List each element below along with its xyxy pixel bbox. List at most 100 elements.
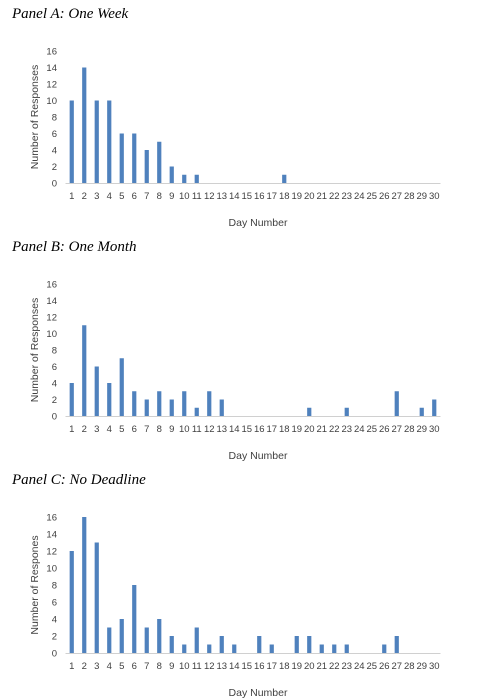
y-tick-label: 10 bbox=[46, 329, 57, 340]
x-tick-label: 8 bbox=[157, 191, 162, 202]
bar-day-12 bbox=[207, 391, 212, 416]
x-tick-label: 9 bbox=[169, 424, 174, 435]
x-tick-label: 1 bbox=[69, 191, 74, 202]
x-tick-label: 19 bbox=[291, 191, 302, 202]
x-tick-label: 11 bbox=[192, 191, 202, 202]
bar-day-8 bbox=[157, 141, 162, 183]
y-tick-label: 6 bbox=[52, 598, 57, 609]
panel-b-title: Panel B: One Month bbox=[12, 239, 137, 255]
x-tick-label: 23 bbox=[341, 661, 352, 672]
x-axis-label: Day Number bbox=[229, 217, 288, 229]
x-axis-label: Day Number bbox=[229, 687, 288, 699]
y-tick-label: 16 bbox=[46, 513, 57, 524]
x-tick-label: 26 bbox=[379, 191, 390, 202]
y-tick-label: 2 bbox=[52, 162, 57, 173]
x-tick-label: 29 bbox=[416, 424, 427, 435]
x-tick-label: 5 bbox=[119, 661, 124, 672]
y-tick-label: 8 bbox=[52, 346, 57, 357]
x-tick-label: 1 bbox=[69, 661, 74, 672]
x-tick-label: 7 bbox=[144, 661, 149, 672]
x-tick-label: 2 bbox=[82, 191, 87, 202]
bar-day-5 bbox=[119, 358, 124, 416]
y-tick-label: 2 bbox=[52, 395, 57, 406]
bar-day-6 bbox=[132, 585, 137, 653]
bar-day-4 bbox=[107, 100, 112, 183]
bar-day-18 bbox=[282, 174, 287, 183]
x-tick-label: 20 bbox=[304, 661, 315, 672]
bar-day-7 bbox=[144, 150, 149, 183]
x-tick-label: 6 bbox=[132, 424, 137, 435]
x-tick-label: 8 bbox=[157, 661, 162, 672]
y-tick-label: 8 bbox=[52, 113, 57, 124]
x-tick-label: 20 bbox=[304, 424, 315, 435]
x-tick-label: 26 bbox=[379, 424, 390, 435]
y-tick-label: 14 bbox=[46, 530, 57, 541]
x-tick-label: 13 bbox=[216, 424, 227, 435]
x-tick-label: 5 bbox=[119, 424, 124, 435]
bar-day-1 bbox=[69, 551, 74, 653]
x-tick-label: 3 bbox=[94, 661, 99, 672]
x-tick-label: 14 bbox=[229, 424, 240, 435]
bar-day-27 bbox=[394, 391, 399, 416]
x-tick-label: 4 bbox=[107, 661, 112, 672]
y-tick-label: 16 bbox=[46, 280, 57, 291]
x-tick-label: 16 bbox=[254, 424, 265, 435]
x-tick-label: 30 bbox=[429, 191, 440, 202]
bar-day-7 bbox=[144, 627, 149, 653]
bar-day-23 bbox=[344, 644, 349, 653]
bar-day-20 bbox=[307, 636, 312, 653]
bar-day-20 bbox=[307, 407, 312, 416]
x-tick-label: 28 bbox=[404, 191, 415, 202]
x-tick-label: 4 bbox=[107, 424, 112, 435]
y-tick-label: 12 bbox=[46, 80, 57, 91]
y-axis-label: Number of Responses bbox=[29, 298, 41, 402]
x-tick-label: 15 bbox=[241, 661, 252, 672]
x-tick-label: 27 bbox=[391, 661, 402, 672]
bar-day-8 bbox=[157, 619, 162, 653]
x-tick-label: 2 bbox=[82, 424, 87, 435]
x-tick-label: 24 bbox=[354, 191, 365, 202]
y-tick-label: 0 bbox=[52, 412, 57, 423]
bar-day-5 bbox=[119, 619, 124, 653]
bar-day-10 bbox=[182, 174, 187, 183]
bar-day-11 bbox=[194, 407, 199, 416]
x-tick-label: 12 bbox=[204, 191, 215, 202]
bar-day-2 bbox=[82, 517, 87, 653]
x-tick-label: 25 bbox=[366, 191, 377, 202]
bar-day-29 bbox=[419, 407, 424, 416]
y-tick-label: 12 bbox=[46, 547, 57, 558]
bar-day-23 bbox=[344, 407, 349, 416]
x-tick-label: 21 bbox=[316, 191, 327, 202]
x-tick-label: 3 bbox=[94, 424, 99, 435]
x-tick-label: 22 bbox=[329, 424, 340, 435]
x-tick-label: 18 bbox=[279, 191, 290, 202]
bar-day-6 bbox=[132, 133, 137, 183]
x-tick-label: 30 bbox=[429, 424, 440, 435]
x-tick-label: 29 bbox=[416, 661, 427, 672]
x-tick-label: 14 bbox=[229, 661, 240, 672]
y-tick-label: 10 bbox=[46, 564, 57, 575]
x-axis-label: Day Number bbox=[229, 450, 288, 462]
x-tick-label: 20 bbox=[304, 191, 315, 202]
x-tick-label: 30 bbox=[429, 661, 440, 672]
x-tick-label: 17 bbox=[266, 661, 277, 672]
bar-day-1 bbox=[69, 100, 74, 183]
x-tick-label: 7 bbox=[144, 191, 149, 202]
x-tick-label: 10 bbox=[179, 661, 190, 672]
bar-day-3 bbox=[94, 542, 99, 653]
y-tick-label: 6 bbox=[52, 362, 57, 373]
y-tick-label: 10 bbox=[46, 96, 57, 107]
y-tick-label: 12 bbox=[46, 313, 57, 324]
bar-day-8 bbox=[157, 391, 162, 416]
x-tick-label: 18 bbox=[279, 661, 290, 672]
bar-day-6 bbox=[132, 391, 137, 416]
bar-day-10 bbox=[182, 391, 187, 416]
x-tick-label: 26 bbox=[379, 661, 390, 672]
y-tick-label: 0 bbox=[52, 649, 57, 660]
x-tick-label: 12 bbox=[204, 424, 215, 435]
bar-day-3 bbox=[94, 366, 99, 416]
bar-day-30 bbox=[432, 399, 437, 416]
x-tick-label: 10 bbox=[179, 191, 190, 202]
